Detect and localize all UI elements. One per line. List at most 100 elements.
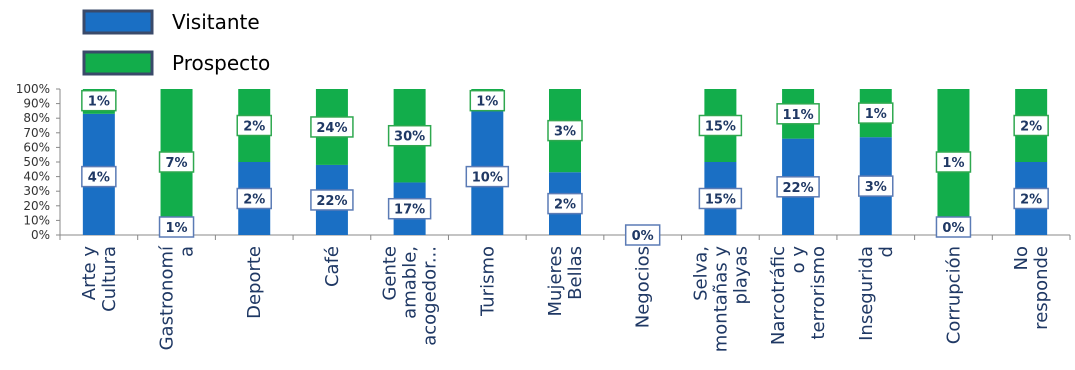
category-label: Narcotráfic o y terrorismo xyxy=(768,246,829,345)
data-label-visitante-box xyxy=(858,175,894,197)
category-label-line: Bellas xyxy=(565,246,586,300)
category-label-line: terrorismo xyxy=(808,246,829,340)
data-label-visitante-box xyxy=(698,187,743,210)
category-label-line: Arte y xyxy=(79,246,100,301)
data-label-prospecto: 3% xyxy=(554,125,576,140)
y-tick-label: 40% xyxy=(23,170,50,184)
data-label-prospecto-box xyxy=(81,89,117,112)
data-label-prospecto-box xyxy=(158,151,195,173)
y-tick-label: 70% xyxy=(23,126,50,140)
data-label-visitante: 2% xyxy=(554,198,576,213)
data-label-visitante: 1% xyxy=(165,221,187,236)
category-label-line: Narcotráfic xyxy=(768,246,789,345)
legend-label-prospecto: Prospecto xyxy=(172,51,270,75)
data-label-prospecto: 1% xyxy=(88,95,110,110)
data-label-visitante: 2% xyxy=(1020,193,1042,208)
category-label: Corrupción xyxy=(943,246,964,344)
data-label-prospecto-box xyxy=(1013,114,1049,137)
data-label-prospecto-box xyxy=(310,116,354,138)
data-label-visitante: 0% xyxy=(942,221,964,236)
category-label-line: Cultura xyxy=(99,246,120,312)
category-label-line: Mujeres xyxy=(545,246,566,316)
data-label-prospecto: 11% xyxy=(783,108,814,123)
category-label-line: Deporte xyxy=(244,246,265,319)
category-label-line: a xyxy=(177,246,198,257)
data-label-visitante: 22% xyxy=(316,194,347,209)
data-label-prospecto-box xyxy=(935,151,972,173)
category-label-line: playas xyxy=(730,246,751,305)
y-tick-label: 50% xyxy=(23,155,50,169)
category-label-line: No xyxy=(1011,246,1032,270)
category-label: Insegurida d xyxy=(856,246,897,341)
data-label-visitante-box xyxy=(547,192,583,215)
data-label-prospecto: 30% xyxy=(394,130,425,145)
data-label-visitante-box xyxy=(236,187,272,210)
data-label-visitante: 0% xyxy=(632,229,654,244)
data-label-visitante-box xyxy=(158,216,195,238)
category-label-line: Gastronomí xyxy=(157,245,178,350)
y-tick-label: 0% xyxy=(31,228,50,242)
data-label-prospecto-box xyxy=(776,103,820,125)
category-label: Gastronomí a xyxy=(157,245,198,350)
category-label-line: Turismo xyxy=(477,246,498,317)
data-label-visitante: 22% xyxy=(783,181,814,196)
data-label-visitante: 2% xyxy=(243,193,265,208)
y-tick-label: 20% xyxy=(23,199,50,213)
data-label-prospecto: 1% xyxy=(865,107,887,122)
data-label-prospecto: 24% xyxy=(316,121,347,136)
category-label-line: Insegurida xyxy=(856,246,877,341)
category-label-line: Gente xyxy=(380,246,401,301)
y-tick-label: 10% xyxy=(23,213,50,227)
category-labels: Arte y Cultura Gastronomí a Deporte Café Gente… xyxy=(79,245,1052,352)
legend-swatch-visitante xyxy=(82,9,154,35)
category-label-line: o y xyxy=(788,246,809,274)
data-label-prospecto: 1% xyxy=(476,95,498,110)
data-label-visitante-box xyxy=(465,165,510,188)
data-label-visitante: 15% xyxy=(705,193,736,208)
data-label-prospecto: 7% xyxy=(165,156,187,171)
data-label-prospecto: 2% xyxy=(1020,120,1042,135)
data-label-prospecto-box xyxy=(698,114,743,137)
category-label: Café xyxy=(322,246,343,287)
legend-swatch-prospecto xyxy=(82,50,154,76)
data-label-visitante-box xyxy=(387,197,432,220)
category-label: Gente amable, acogedor... xyxy=(380,246,441,346)
y-tick-label: 80% xyxy=(23,111,50,125)
data-labels: 4% 1% 1% 7% 2% 2% 22% 24% 17% 30% 10% 1% 2% 3% 0% 15% 15… xyxy=(81,89,1049,246)
category-label-line: acogedor... xyxy=(420,246,441,346)
category-label-line: montañas y xyxy=(710,246,731,353)
data-label-prospecto-box xyxy=(387,124,432,147)
y-tick-label: 30% xyxy=(23,184,50,198)
legend-label-visitante: Visitante xyxy=(172,10,260,34)
data-label-visitante-box xyxy=(1013,187,1049,210)
y-tick-label: 60% xyxy=(23,140,50,154)
data-label-visitante-box xyxy=(935,216,972,238)
category-label-line: amable, xyxy=(400,246,421,319)
category-label: No responde xyxy=(1011,246,1052,330)
category-label: Selva, montañas y playas xyxy=(690,246,751,353)
data-label-visitante: 17% xyxy=(394,203,425,218)
legend: Visitante Prospecto xyxy=(82,9,270,76)
data-label-prospecto-box xyxy=(236,114,272,137)
data-label-visitante-box xyxy=(624,224,661,246)
category-label-line: Selva, xyxy=(690,246,711,301)
category-label: Deporte xyxy=(244,246,265,319)
data-label-visitante: 4% xyxy=(88,171,110,186)
y-tick-label: 90% xyxy=(23,97,50,111)
data-label-prospecto-box xyxy=(547,119,583,142)
data-label-visitante-box xyxy=(776,176,820,198)
category-label-line: responde xyxy=(1031,246,1052,330)
category-label-line: d xyxy=(876,246,897,257)
data-label-prospecto: 1% xyxy=(942,156,964,171)
data-label-prospecto-box xyxy=(858,102,894,124)
data-label-visitante-box xyxy=(310,189,354,211)
data-label-prospecto: 15% xyxy=(705,120,736,135)
category-label: Negocios xyxy=(633,246,654,328)
category-label: Mujeres Bellas xyxy=(545,246,586,316)
data-label-visitante: 10% xyxy=(472,171,503,186)
axes: 0%10%20%30%40%50%60%70%80%90%100% xyxy=(16,82,1071,242)
data-label-prospecto-box xyxy=(469,89,506,112)
data-label-prospecto: 2% xyxy=(243,120,265,135)
category-label-line: Negocios xyxy=(633,246,654,328)
